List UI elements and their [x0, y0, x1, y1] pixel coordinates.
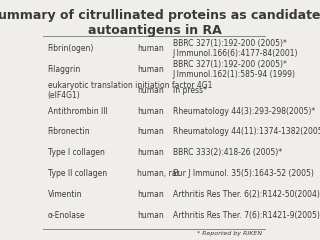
Text: Rheumatology 44(11):1374-1382(2005)*: Rheumatology 44(11):1374-1382(2005)*: [172, 127, 320, 136]
Text: In press*: In press*: [172, 86, 206, 95]
Text: BBRC 327(1):192-200 (2005)*
J Immunol.162(1):585-94 (1999): BBRC 327(1):192-200 (2005)* J Immunol.16…: [172, 60, 296, 79]
Text: human, rat: human, rat: [137, 169, 180, 178]
Text: Arthritis Res Ther. 7(6):R1421-9(2005): Arthritis Res Ther. 7(6):R1421-9(2005): [172, 211, 319, 220]
Text: human: human: [137, 44, 164, 53]
Text: Vimentin: Vimentin: [48, 190, 82, 199]
Text: Antithrombin III: Antithrombin III: [48, 107, 107, 115]
Text: human: human: [137, 86, 164, 95]
Text: human: human: [137, 190, 164, 199]
Text: Summary of citrullinated proteins as candidate
autoantigens in RA: Summary of citrullinated proteins as can…: [0, 8, 320, 36]
Text: human: human: [137, 127, 164, 136]
Text: Fibronectin: Fibronectin: [48, 127, 90, 136]
Text: BBRC 333(2):418-26 (2005)*: BBRC 333(2):418-26 (2005)*: [172, 148, 282, 157]
Text: Rheumatology 44(3):293-298(2005)*: Rheumatology 44(3):293-298(2005)*: [172, 107, 315, 115]
Text: Filaggrin: Filaggrin: [48, 65, 81, 74]
Text: human: human: [137, 211, 164, 220]
Text: BBRC 327(1):192-200 (2005)*
J Immunol.166(6):4177-84(2001): BBRC 327(1):192-200 (2005)* J Immunol.16…: [172, 39, 298, 58]
Text: eukaryotic translation initiation factor 4G1
(eIF4G1): eukaryotic translation initiation factor…: [48, 80, 212, 100]
Text: human: human: [137, 107, 164, 115]
Text: human: human: [137, 65, 164, 74]
Text: Fibrin(ogen): Fibrin(ogen): [48, 44, 94, 53]
Text: * Reported by RIKEN: * Reported by RIKEN: [197, 231, 262, 236]
Text: Eur J Immunol. 35(5):1643-52 (2005): Eur J Immunol. 35(5):1643-52 (2005): [172, 169, 313, 178]
Text: α-Enolase: α-Enolase: [48, 211, 85, 220]
Text: Type II collagen: Type II collagen: [48, 169, 107, 178]
Text: Type I collagen: Type I collagen: [48, 148, 104, 157]
Text: Arthritis Res Ther. 6(2):R142-50(2004): Arthritis Res Ther. 6(2):R142-50(2004): [172, 190, 319, 199]
Text: human: human: [137, 148, 164, 157]
